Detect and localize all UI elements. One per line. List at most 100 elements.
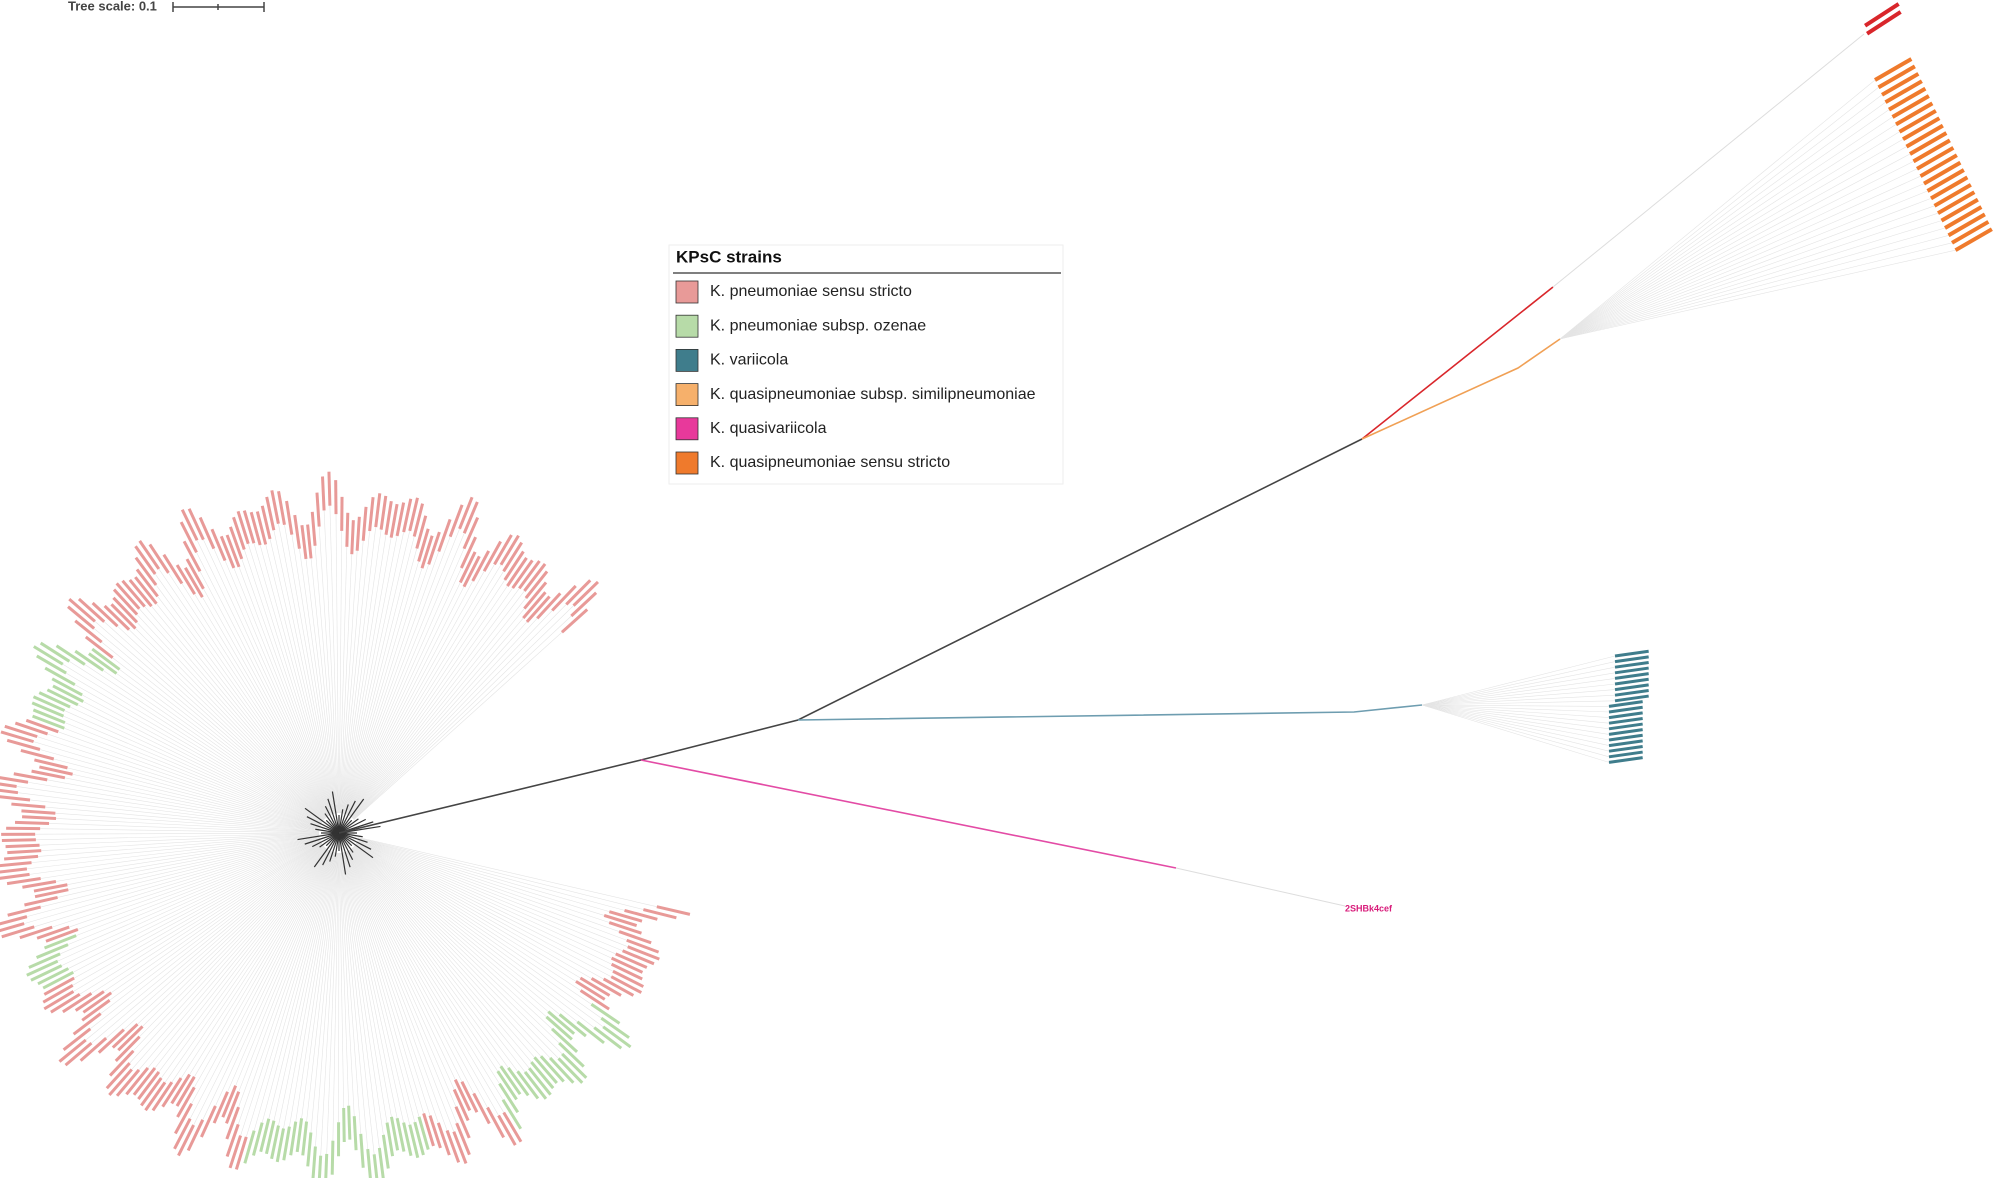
leaf-edge — [340, 852, 362, 1134]
leaf-edge — [203, 539, 331, 815]
inner-branch — [334, 832, 340, 857]
leaf-edge — [117, 625, 325, 820]
leaf-tag — [42, 970, 74, 990]
leaf-tag — [459, 536, 477, 569]
leaf-tag — [1951, 220, 1990, 245]
leaf-edge — [348, 564, 495, 816]
leaf-tag — [77, 597, 106, 623]
leaf-tag — [579, 976, 611, 997]
leaf-tag — [43, 934, 77, 950]
leaf-tag — [212, 1091, 229, 1124]
leaf-edge — [68, 841, 322, 969]
leaf-tag — [1608, 722, 1643, 731]
leaf-tag — [31, 769, 66, 780]
leaf-tag — [4, 724, 38, 739]
leaf-tag — [381, 1134, 390, 1169]
inner-branch — [338, 798, 365, 834]
leaf-edge — [103, 843, 323, 992]
leaf-edge — [1421, 700, 1616, 706]
leaf-tag — [547, 1010, 576, 1035]
leaf-tag — [551, 584, 577, 612]
leaf-edge — [189, 850, 331, 1119]
leaf-tag — [518, 560, 541, 590]
leaf-edge — [154, 848, 327, 1069]
leaf-tag — [14, 721, 49, 736]
leaf-edge — [1559, 212, 1939, 340]
leaf-edge — [346, 528, 460, 815]
leaf-tag — [1926, 168, 1965, 193]
leaf-edge — [1559, 116, 1893, 340]
leaf-tag — [0, 786, 19, 795]
leaf-edge — [344, 852, 424, 1114]
leaf-edge — [224, 560, 332, 815]
leaf-edge — [355, 844, 602, 1019]
leaf-edge — [129, 847, 326, 1064]
leaf-edge — [101, 641, 324, 821]
leaf-tag — [114, 1035, 141, 1062]
leaf-tag — [602, 977, 635, 997]
leaf-tag — [1614, 672, 1649, 680]
leaf-edge — [346, 851, 457, 1124]
leaf-tag — [502, 541, 523, 573]
leaf-tag — [1888, 86, 1927, 112]
leaf-edge — [269, 538, 335, 814]
leaf-tag — [148, 543, 170, 574]
leaf-edge — [69, 839, 321, 928]
leaf-tag — [38, 691, 71, 709]
leaf-edge — [345, 564, 429, 815]
leaf-tag — [1937, 190, 1976, 215]
inner-branch — [338, 809, 344, 834]
leaf-tag — [289, 1121, 298, 1156]
leaf-edge — [1559, 235, 1949, 340]
leaf-edge — [73, 842, 322, 973]
leaf-tag — [1614, 649, 1649, 658]
leaf-edge — [273, 530, 336, 814]
leaf-tag — [103, 604, 131, 631]
leaf-edge — [119, 669, 324, 822]
leaf-tag — [14, 820, 50, 825]
leaf-tag — [277, 491, 286, 526]
leaf-tag — [1881, 72, 1920, 97]
inner-branch — [322, 832, 340, 866]
leaf-tag — [627, 945, 660, 961]
leaf-tag — [301, 1121, 309, 1156]
leaf-tag — [32, 695, 66, 712]
leaf-tag — [1884, 79, 1923, 104]
leaf-edge — [68, 836, 320, 891]
leaf-tag — [79, 1037, 108, 1062]
leaf-edge — [144, 606, 327, 819]
leaf-tag — [462, 555, 481, 588]
leaf-edge — [189, 849, 329, 1075]
leaf-edge — [69, 661, 323, 823]
leaf-tag — [11, 802, 46, 809]
leaf-edge — [1559, 79, 1876, 340]
leaf-edge — [202, 597, 330, 816]
leaf-tag — [186, 1119, 205, 1152]
leaf-tag — [453, 1079, 472, 1112]
leaf-edge — [1559, 205, 1935, 340]
leaf-tag — [499, 1065, 522, 1096]
leaf-tag — [0, 780, 17, 788]
leaf-edge — [345, 851, 455, 1132]
leaf-tag — [550, 1027, 579, 1053]
leaf-tag — [618, 930, 652, 945]
leaf-edge — [358, 837, 644, 910]
leaf-tag — [33, 883, 68, 893]
leaf-tag — [293, 514, 301, 549]
leaf-edge — [1559, 161, 1914, 340]
leaf-edge — [315, 852, 338, 1147]
leaf-tag — [610, 962, 643, 981]
leaf-tag — [448, 504, 464, 538]
leaf-edge — [1421, 672, 1616, 706]
leaf-edge — [347, 850, 474, 1094]
leaf-tag — [374, 493, 382, 528]
leaf-edge — [52, 838, 321, 928]
leaf-tag — [161, 1077, 183, 1108]
leaf-edge — [355, 843, 592, 1005]
leaf-tag — [42, 984, 74, 1004]
leaf-tag — [1874, 57, 1913, 82]
leaf-edge — [357, 839, 620, 932]
leaf-edge — [67, 767, 320, 829]
leaf-tag — [179, 521, 198, 554]
